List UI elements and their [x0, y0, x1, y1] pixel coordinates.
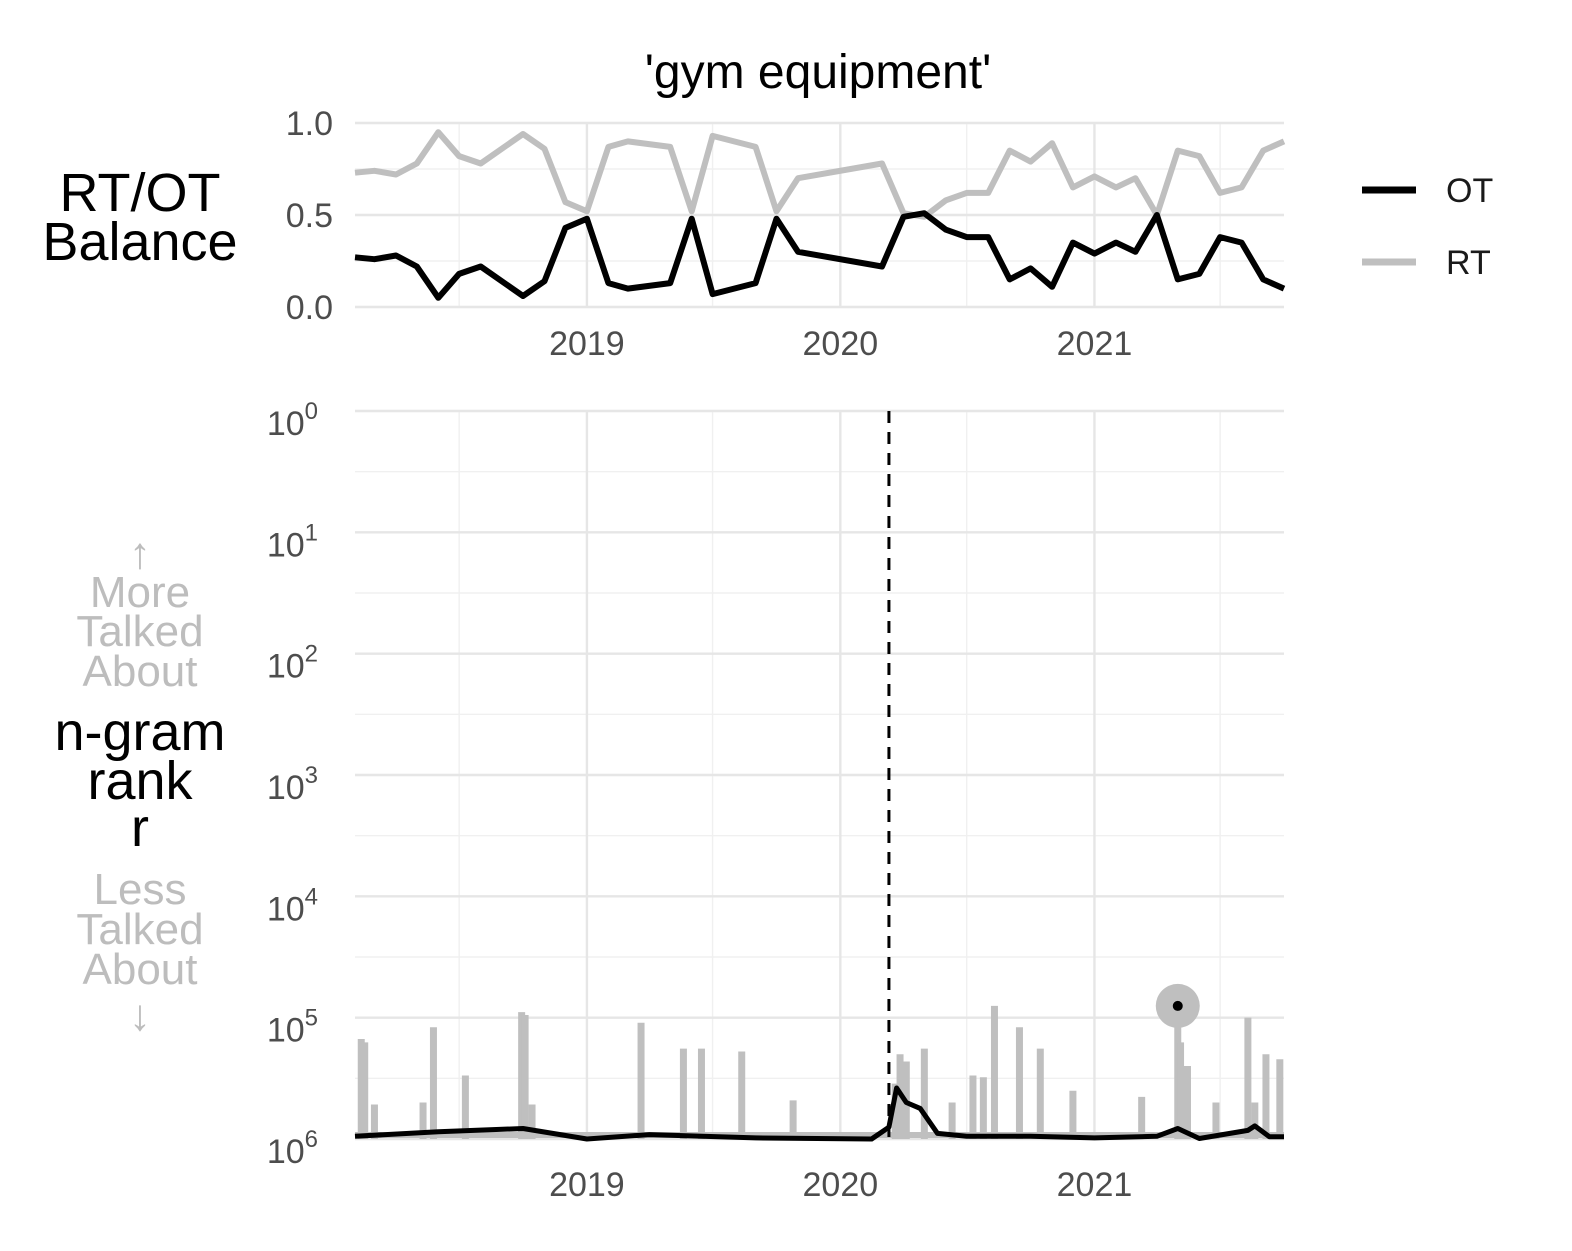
x-tick-label: 2020	[803, 1166, 879, 1204]
series-line-ot	[354, 1085, 1284, 1142]
rank-label-line1: n-gram	[54, 702, 225, 762]
up-arrow-icon: ↑	[129, 529, 151, 578]
y-tick-label: 105	[267, 1005, 318, 1050]
down-arrow-icon: ↓	[129, 991, 151, 1040]
y-tick-label: 1.0	[286, 105, 333, 143]
less-label-line2: Talked	[76, 905, 203, 954]
more-label-line3: About	[83, 647, 198, 696]
legend: OT RT	[1362, 172, 1493, 282]
rank-label-line3: r	[131, 798, 149, 858]
legend-label-ot: OT	[1446, 172, 1493, 210]
x-tick-label: 2019	[549, 325, 625, 363]
x-tick-label: 2020	[803, 325, 879, 363]
series-line-ot	[354, 210, 1286, 301]
y-tick-label: 104	[267, 883, 318, 928]
more-label-line2: Talked	[76, 607, 203, 656]
y-tick-label: 102	[267, 641, 318, 686]
y-tick-label: 100	[267, 398, 318, 443]
y-tick-label: 101	[267, 519, 318, 564]
series-line-rt	[354, 129, 1286, 220]
balance-label-line1: RT/OT	[60, 163, 221, 223]
y-tick-exponent: 6	[305, 1126, 318, 1153]
y-tick-exponent: 0	[305, 398, 318, 425]
rank-label-line2: rank	[87, 751, 193, 811]
balance-label-line2: Balance	[42, 212, 237, 272]
chart-title: 'gym equipment'	[645, 46, 992, 99]
y-tick-exponent: 1	[305, 519, 318, 546]
y-tick-label: 103	[267, 762, 318, 807]
y-tick-label: 106	[267, 1126, 318, 1171]
y-tick-label: 0.0	[286, 289, 333, 327]
x-tick-label: 2019	[549, 1166, 625, 1204]
more-label-line1: More	[90, 568, 190, 617]
y-tick-label: 0.5	[286, 197, 333, 235]
y-tick-exponent: 2	[305, 641, 318, 668]
y-tick-exponent: 3	[305, 762, 318, 789]
less-label-line3: About	[83, 945, 198, 994]
less-label-line1: Less	[94, 865, 187, 914]
legend-label-rt: RT	[1446, 244, 1491, 282]
highlight-marker-dot	[1172, 1000, 1183, 1011]
x-tick-label: 2021	[1057, 325, 1133, 363]
y-tick-exponent: 4	[305, 883, 318, 910]
balance-panel: 0.0 0.5 1.0 2019 2020 2021	[286, 105, 1286, 363]
y-tick-exponent: 5	[305, 1005, 318, 1032]
x-tick-label: 2021	[1057, 1166, 1133, 1204]
